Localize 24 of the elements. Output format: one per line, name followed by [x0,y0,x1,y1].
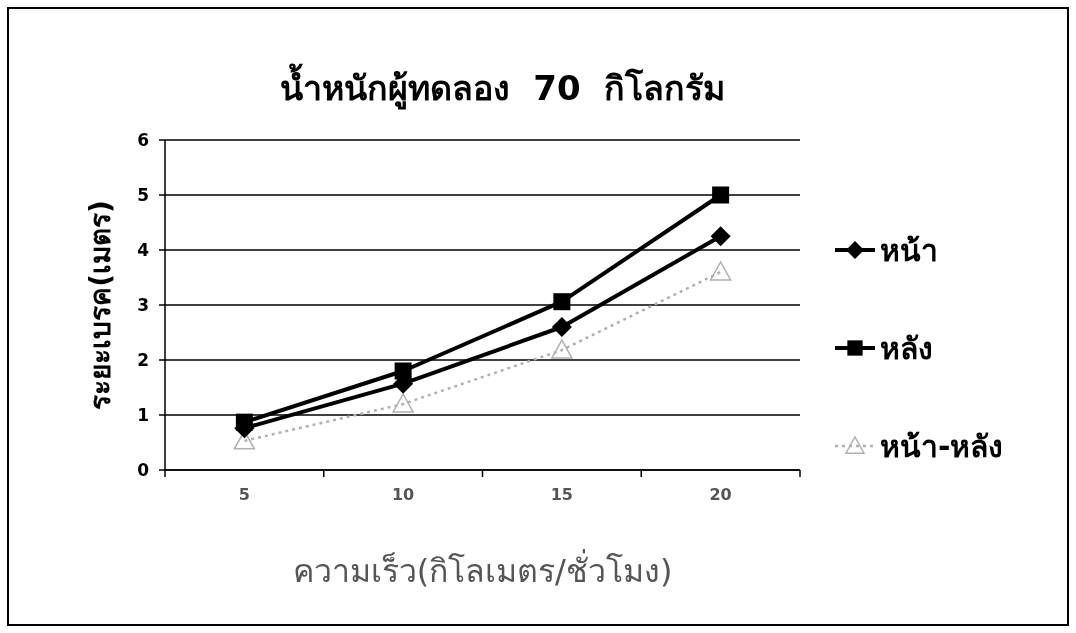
y-tick-label: 0 [137,460,150,480]
x-tick-label: 20 [709,485,732,504]
point [710,226,731,247]
point [551,317,572,337]
y-tick-label: 1 [137,405,149,425]
point [551,339,573,359]
y-tick-label: 4 [137,240,150,260]
y-tick-label: 6 [137,130,149,150]
y-tick-label: 2 [137,350,149,370]
x-axis-title: ความเร็ว(กิโลเมตร/ชั่วโมง) [292,549,673,590]
point [712,186,730,204]
x-tick-label: 5 [238,485,250,504]
point [392,393,414,413]
y-tick-label: 5 [137,185,149,205]
chart-title: น้ำหนักผู้ทดลอง 70 กิโลกรัม [279,63,726,110]
legend-label: หน้า-หลัง [880,429,1004,464]
x-tick-label: 15 [550,485,574,504]
legend-label: หลัง [880,331,933,366]
y-axis-title: ระยะเบรค(เมตร) [84,200,117,410]
point [553,293,571,311]
x-tick-label: 10 [391,485,415,504]
legend-label: หน้า [880,233,938,268]
point [709,261,732,281]
y-tick-label: 3 [137,295,149,315]
